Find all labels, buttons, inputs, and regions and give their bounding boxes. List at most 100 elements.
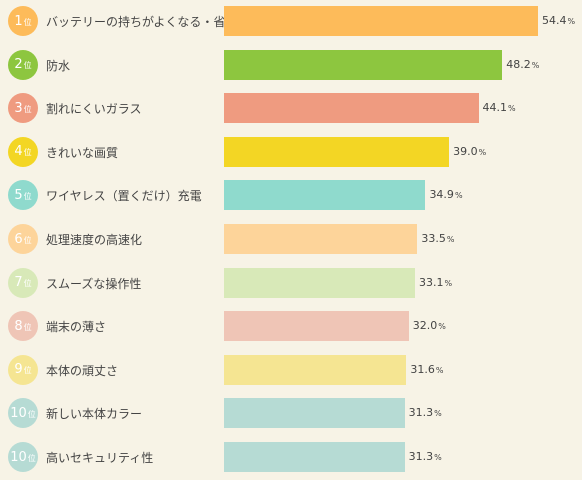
category-label: バッテリーの持ちがよくなる・省エネ xyxy=(46,15,250,29)
rank-unit: 位 xyxy=(27,453,36,463)
rank-unit: 位 xyxy=(23,322,32,332)
value-unit: % xyxy=(434,453,442,462)
value-number: 44.1 xyxy=(482,101,508,115)
rank-number: 3 xyxy=(14,100,23,116)
category-label: スムーズな操作性 xyxy=(46,276,142,291)
value-unit: % xyxy=(508,104,516,114)
bar xyxy=(224,311,409,342)
rank-unit: 位 xyxy=(23,366,32,376)
category-label: 本体の頑丈さ xyxy=(46,363,119,378)
rank-number: 6 xyxy=(14,231,23,247)
rank-number: 7 xyxy=(14,275,23,291)
value-unit: % xyxy=(567,17,576,26)
rank-unit: 位 xyxy=(23,104,32,114)
bar xyxy=(224,267,416,298)
bar xyxy=(224,93,479,124)
value-unit: % xyxy=(434,409,442,419)
rank-badge: 10 位 xyxy=(8,442,38,472)
bar xyxy=(224,136,450,167)
rank-number: 10 xyxy=(10,405,27,421)
rank-unit: 位 xyxy=(23,17,32,27)
rank-badge: 10 位 xyxy=(8,398,38,429)
value-unit: % xyxy=(454,191,463,201)
rank-number: 2 xyxy=(14,57,23,73)
value-label: 31.6% xyxy=(410,363,443,376)
value-unit: % xyxy=(531,60,540,70)
chart-row: 5 位ワイヤレス（置くだけ）充電 34.9% xyxy=(0,174,582,218)
value-number: 31.6 xyxy=(410,362,435,376)
value-number: 33.1 xyxy=(419,275,444,289)
value-label: 39.0% xyxy=(453,145,486,158)
value-label: 31.3% xyxy=(409,406,442,419)
category-label: 新しい本体カラー xyxy=(46,407,143,422)
rank-number: 8 xyxy=(14,318,23,334)
rank-number: 4 xyxy=(14,144,23,160)
value-unit: % xyxy=(444,278,453,288)
value-label: 34.9% xyxy=(429,188,462,201)
category-label: 高いセキュリティ性 xyxy=(46,451,154,465)
value-label: 44.1% xyxy=(483,101,516,114)
chart-row: 1 位バッテリーの持ちがよくなる・省エネ 54.4% xyxy=(0,0,582,44)
rank-unit: 位 xyxy=(23,279,32,289)
rank-unit: 位 xyxy=(23,235,32,245)
bar xyxy=(224,49,503,80)
value-label: 33.5% xyxy=(421,232,454,245)
value-number: 54.4 xyxy=(542,14,567,27)
rank-number: 9 xyxy=(14,362,23,378)
value-unit: % xyxy=(438,322,446,332)
rank-unit: 位 xyxy=(23,148,32,158)
bar xyxy=(224,6,538,36)
rank-number: 10 xyxy=(10,449,27,465)
value-label: 54.4% xyxy=(542,14,575,27)
category-label: 端末の薄さ xyxy=(46,320,107,335)
chart-row: 9 位本体の頑丈さ 31.6% xyxy=(0,349,582,393)
value-unit: % xyxy=(446,235,455,244)
category-label: 処理速度の高速化 xyxy=(46,233,143,247)
category-label: 防水 xyxy=(46,58,71,73)
value-number: 32.0 xyxy=(412,319,438,333)
value-unit: % xyxy=(478,147,487,157)
value-label: 33.1% xyxy=(419,276,452,289)
value-number: 33.5 xyxy=(421,232,446,245)
rank-unit: 位 xyxy=(27,409,36,419)
rank-number: 5 xyxy=(14,187,23,203)
chart-row: 2 位防水 48.2% xyxy=(0,44,582,88)
category-label: 割れにくいガラス xyxy=(46,102,142,117)
value-number: 34.9 xyxy=(429,188,454,202)
rank-number: 1 xyxy=(14,13,23,29)
bar xyxy=(224,398,405,429)
chart-row: 7 位スムーズな操作性 33.1% xyxy=(0,262,582,306)
chart-row: 6 位処理速度の高速化 33.5% xyxy=(0,218,582,262)
value-number: 31.3 xyxy=(408,450,434,463)
bar xyxy=(224,354,407,385)
value-label: 32.0% xyxy=(413,319,446,332)
chart-row: 10 位高いセキュリティ性 31.3% xyxy=(0,436,582,480)
chart-row: 3 位割れにくいガラス 44.1% xyxy=(0,87,582,131)
rank-unit: 位 xyxy=(23,191,32,201)
value-label: 48.2% xyxy=(506,58,539,71)
rank-unit: 位 xyxy=(23,61,32,71)
value-label: 31.3% xyxy=(409,450,442,463)
bar xyxy=(224,180,426,211)
category-label: きれいな画質 xyxy=(46,145,119,160)
value-number: 48.2 xyxy=(506,57,531,71)
value-number: 39.0 xyxy=(453,144,478,158)
chart-row: 10 位新しい本体カラー 31.3% xyxy=(0,392,582,436)
chart-row: 4 位きれいな画質 39.0% xyxy=(0,131,582,175)
chart-row: 8 位端末の薄さ 32.0% xyxy=(0,305,582,349)
value-unit: % xyxy=(435,365,444,375)
bar xyxy=(224,442,405,472)
value-number: 31.3 xyxy=(408,406,434,420)
category-label: ワイヤレス（置くだけ）充電 xyxy=(46,189,202,204)
bar xyxy=(224,224,418,254)
